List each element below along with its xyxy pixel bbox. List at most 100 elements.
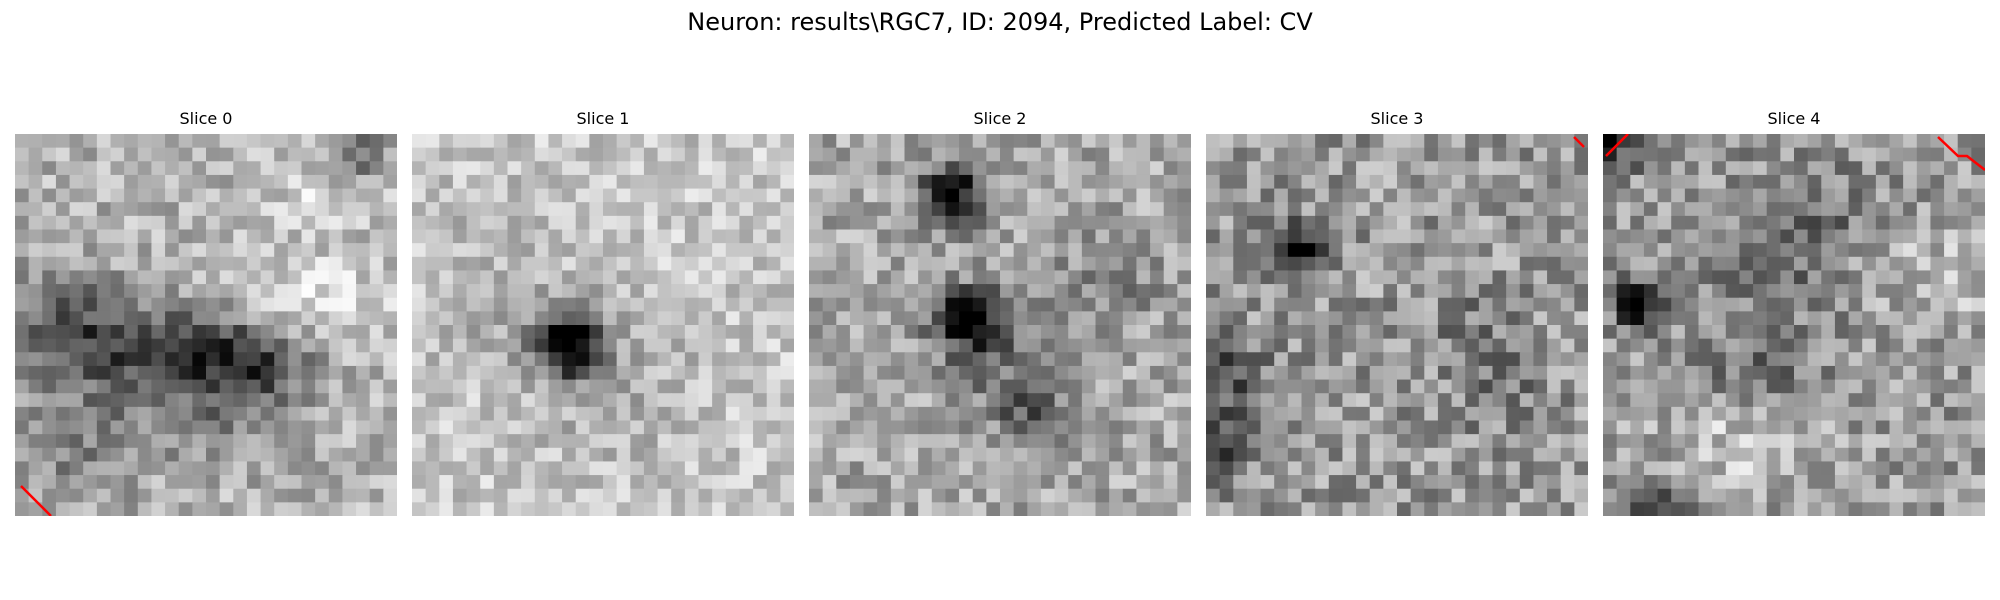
pixel-cell [1013,434,1028,449]
pixel-cell [412,134,427,149]
pixel-cell [96,502,112,516]
pixel-cell [1616,202,1631,217]
pixel-cell [1971,461,1985,476]
pixel-cell [1574,134,1588,149]
pixel-cell [589,229,604,244]
pixel-cell [725,161,741,176]
pixel-cell [1957,243,1972,258]
pixel-cell [684,256,700,272]
pixel-cell [1397,325,1412,340]
pixel-cell [1684,420,1700,435]
pixel-cell [1437,284,1453,299]
pixel-cell [562,243,577,258]
pixel-cell [1109,256,1124,272]
pixel-cell [1657,147,1672,162]
pixel-cell [1356,243,1371,258]
pixel-cell [1437,338,1453,353]
pixel-cell [219,447,234,463]
pixel-cell [1233,393,1248,408]
pixel-cell [1369,161,1384,176]
pixel-cell [1478,215,1494,231]
pixel-cell [1533,393,1548,408]
pixel-cell [192,325,207,340]
pixel-cell [657,243,672,258]
pixel-cell [1315,393,1330,408]
pixel-cell [1821,488,1836,503]
pixel-cell [1027,461,1042,476]
pixel-cell [1903,420,1918,435]
pixel-cell [452,188,468,203]
pixel-cell [1342,475,1357,490]
pixel-cell [1684,284,1700,299]
pixel-cell [69,338,84,353]
pixel-cell [110,284,125,299]
pixel-cell [507,161,522,176]
pixel-cell [1122,325,1138,340]
pixel-cell [959,134,974,149]
pixel-cell [1465,229,1480,244]
pixel-cell [466,406,481,422]
pixel-cell [1478,447,1494,463]
pixel-cell [1834,406,1850,422]
pixel-cell [274,488,289,503]
pixel-cell [698,393,713,408]
pixel-cell [1478,393,1494,408]
pixel-cell [1848,229,1863,244]
pixel-cell [1177,188,1191,203]
pixel-cell [1397,352,1412,367]
pixel-cell [328,229,344,244]
pixel-cell [1725,365,1741,381]
pixel-cell [1451,284,1466,299]
pixel-cell [945,352,960,367]
pixel-cell [1328,420,1344,435]
pixel-cell [1437,243,1453,258]
pixel-cell [657,461,672,476]
pixel-cell [1219,461,1234,476]
pixel-cell [124,338,139,353]
pixel-cell [698,379,713,394]
pixel-cell [1478,420,1494,435]
pixel-cell [1862,284,1877,299]
pixel-cell [1780,256,1795,272]
pixel-cell [287,420,303,435]
pixel-cell [712,406,727,422]
pixel-cell [1246,502,1262,516]
pixel-cell [83,147,98,162]
pixel-cell [1971,502,1985,516]
pixel-cell [1177,475,1191,490]
pixel-cell [1807,311,1822,326]
pixel-cell [1478,297,1494,312]
pixel-cell [918,134,933,149]
pixel-cell [589,188,604,203]
pixel-cell [534,447,550,463]
pixel-cell [712,447,727,463]
pixel-cell [1013,147,1028,162]
pixel-cell [1794,420,1809,435]
pixel-cell [1698,365,1713,381]
pixel-cell [1287,134,1303,149]
pixel-cell [356,161,371,176]
pixel-cell [1274,188,1289,203]
pixel-cell [1095,379,1110,394]
pixel-cell [412,147,427,162]
pixel-cell [643,270,659,285]
pixel-cell [1177,393,1191,408]
pixel-cell [1274,393,1289,408]
pixel-cell [1875,311,1891,326]
pixel-cell [562,338,577,353]
pixel-cell [369,284,384,299]
pixel-cell [439,174,454,190]
pixel-cell [1478,161,1494,176]
pixel-cell [412,161,427,176]
pixel-cell [589,297,604,312]
pixel-cell [836,475,851,490]
pixel-cell [1930,352,1945,367]
pixel-cell [466,284,481,299]
pixel-cell [1916,243,1932,258]
pixel-cell [1054,134,1069,149]
pixel-cell [260,352,275,367]
pixel-cell [890,174,906,190]
pixel-cell [972,284,987,299]
pixel-cell [1054,393,1069,408]
pixel-cell [725,461,741,476]
